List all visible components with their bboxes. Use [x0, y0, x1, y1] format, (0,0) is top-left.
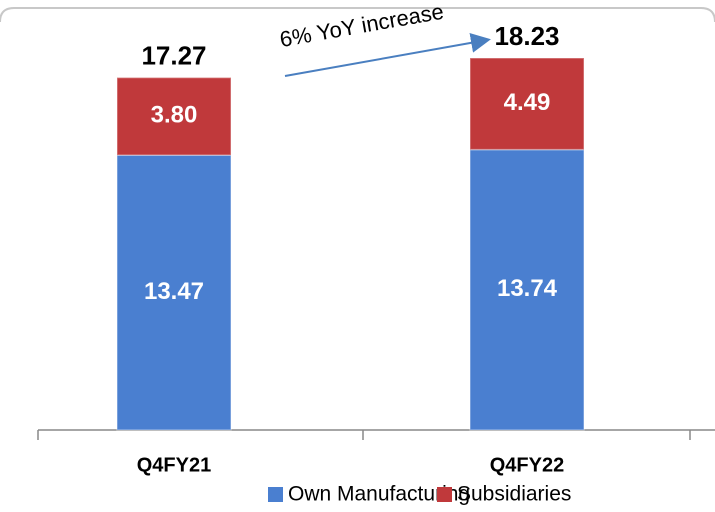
- bar-segment: [469, 148, 585, 431]
- segment-label: 4.49: [504, 89, 551, 116]
- bar-segment: [469, 57, 585, 151]
- legend-swatch: [268, 487, 283, 502]
- x-tick-label: Q4FY21: [137, 454, 211, 476]
- legend-swatch: [437, 487, 452, 502]
- arrow: [284, 32, 491, 77]
- x-tick-label: Q4FY22: [490, 454, 564, 476]
- total-label: 18.23: [494, 21, 559, 51]
- legend-label: Own Manufacturing: [288, 483, 470, 506]
- segment-label: 3.80: [151, 102, 198, 129]
- legend-label: Subsidiaries: [457, 483, 571, 506]
- segment-label: 13.47: [144, 278, 204, 305]
- frame: [0, 7, 715, 23]
- total-label: 17.27: [141, 40, 206, 70]
- segment-label: 13.74: [497, 275, 558, 302]
- bar-segment: [116, 154, 232, 431]
- bar-segment: [116, 76, 232, 156]
